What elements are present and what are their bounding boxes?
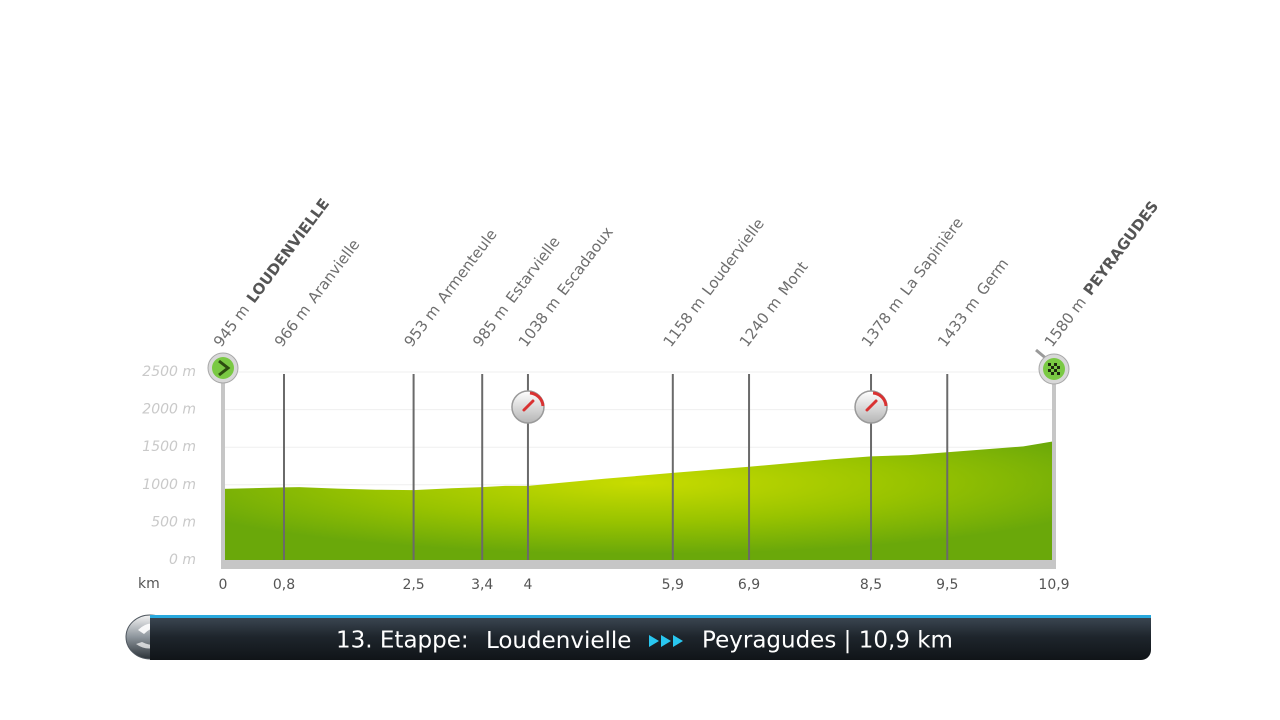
finish-checker-cell — [1051, 372, 1054, 375]
start-marker — [212, 357, 234, 379]
waypoint-elevation: 1378 m — [858, 294, 907, 351]
time-check-needle — [522, 399, 535, 412]
x-axis-labels: 0 0,8 2,5 3,4 4 5,9 6,9 8,5 9,5 10,9 — [219, 577, 1070, 593]
finish-checker-cell — [1054, 369, 1057, 372]
stage-title: 13. Etappe: Loudenvielle Peyragudes | 10… — [336, 622, 953, 658]
time-check-needle — [865, 399, 878, 412]
waypoint-elevation: 985 m — [469, 301, 512, 350]
waypoint-elevation: 945 m — [210, 301, 253, 350]
y-tick-label: 500 m — [151, 514, 196, 530]
finish-checker-cell — [1048, 369, 1051, 372]
waypoint-elevation: 1433 m — [934, 294, 983, 351]
time-check-arc — [872, 391, 888, 407]
waypoint-name: Aranvielle — [304, 236, 363, 307]
x-axis-title: km — [138, 576, 160, 592]
finish-checker-cell — [1054, 363, 1057, 366]
x-tick-label: 0,8 — [273, 577, 295, 593]
x-tick-label: 0 — [219, 577, 228, 593]
x-tick-label: 5,9 — [662, 577, 684, 593]
waypoint-elevation: 1158 m — [660, 294, 709, 351]
markers — [207, 348, 1070, 424]
waypoint-label: 1580 mPEYRAGUDES — [1041, 198, 1162, 351]
waypoint-name: PEYRAGUDES — [1080, 198, 1163, 299]
waypoint-name: La Sapinière — [897, 214, 967, 299]
stage-finish-distance: Peyragudes | 10,9 km — [702, 627, 953, 654]
waypoint-name: Escadaoux — [554, 223, 617, 299]
waypoint-label: 945 mLOUDENVIELLE — [210, 195, 333, 350]
finish-checker-cell — [1057, 372, 1060, 375]
stage-number: 13. Etappe: — [336, 627, 469, 654]
y-tick-label: 2500 m — [142, 364, 196, 380]
time-check-arc — [529, 391, 545, 407]
elevation-profile-chart: 2500 m 2000 m 1500 m 1000 m 500 m 0 m 0 0,8 2,5… — [138, 195, 1162, 593]
waypoint-elevation: 953 m — [400, 301, 443, 350]
waypoint-name: Loudervielle — [698, 215, 767, 299]
waypoint-elevation: 1038 m — [515, 294, 564, 351]
waypoint-name: Armenteule — [434, 226, 501, 307]
stage-banner: 13. Etappe: Loudenvielle Peyragudes | 10… — [150, 615, 1151, 660]
x-tick-label: 10,9 — [1038, 577, 1069, 593]
x-tick-label: 9,5 — [936, 577, 958, 593]
waypoint-name: Germ — [973, 255, 1012, 299]
waypoint-elevation: 1240 m — [736, 294, 785, 351]
y-tick-label: 2000 m — [142, 402, 196, 418]
x-tick-label: 8,5 — [860, 577, 882, 593]
waypoint-elevation: 1580 m — [1041, 294, 1090, 351]
finish-checker-cell — [1048, 363, 1051, 366]
finish-checker-cell — [1057, 366, 1060, 369]
y-axis-labels: 2500 m 2000 m 1500 m 1000 m 500 m 0 m — [142, 364, 196, 568]
finish-checker-cell — [1051, 366, 1054, 369]
waypoint-elevation: 966 m — [271, 301, 314, 350]
direction-arrows-icon — [648, 623, 685, 659]
y-tick-label: 1500 m — [142, 439, 196, 455]
waypoint-name: Estarvielle — [502, 233, 564, 306]
waypoint-name: Mont — [775, 258, 812, 299]
elevation-area — [223, 441, 1054, 560]
waypoint-label: 1240 mMont — [736, 258, 812, 350]
x-axis-base — [221, 560, 1056, 569]
waypoint-label: 1433 mGerm — [934, 255, 1012, 350]
stage-start: Loudenvielle — [485, 627, 632, 654]
x-tick-label: 2,5 — [402, 577, 424, 593]
x-tick-label: 6,9 — [738, 577, 760, 593]
start-arrow-icon — [218, 359, 231, 377]
x-tick-label: 4 — [523, 577, 532, 593]
y-tick-label: 0 m — [169, 552, 196, 568]
x-tick-label: 3,4 — [471, 577, 493, 593]
y-tick-label: 1000 m — [142, 477, 196, 493]
